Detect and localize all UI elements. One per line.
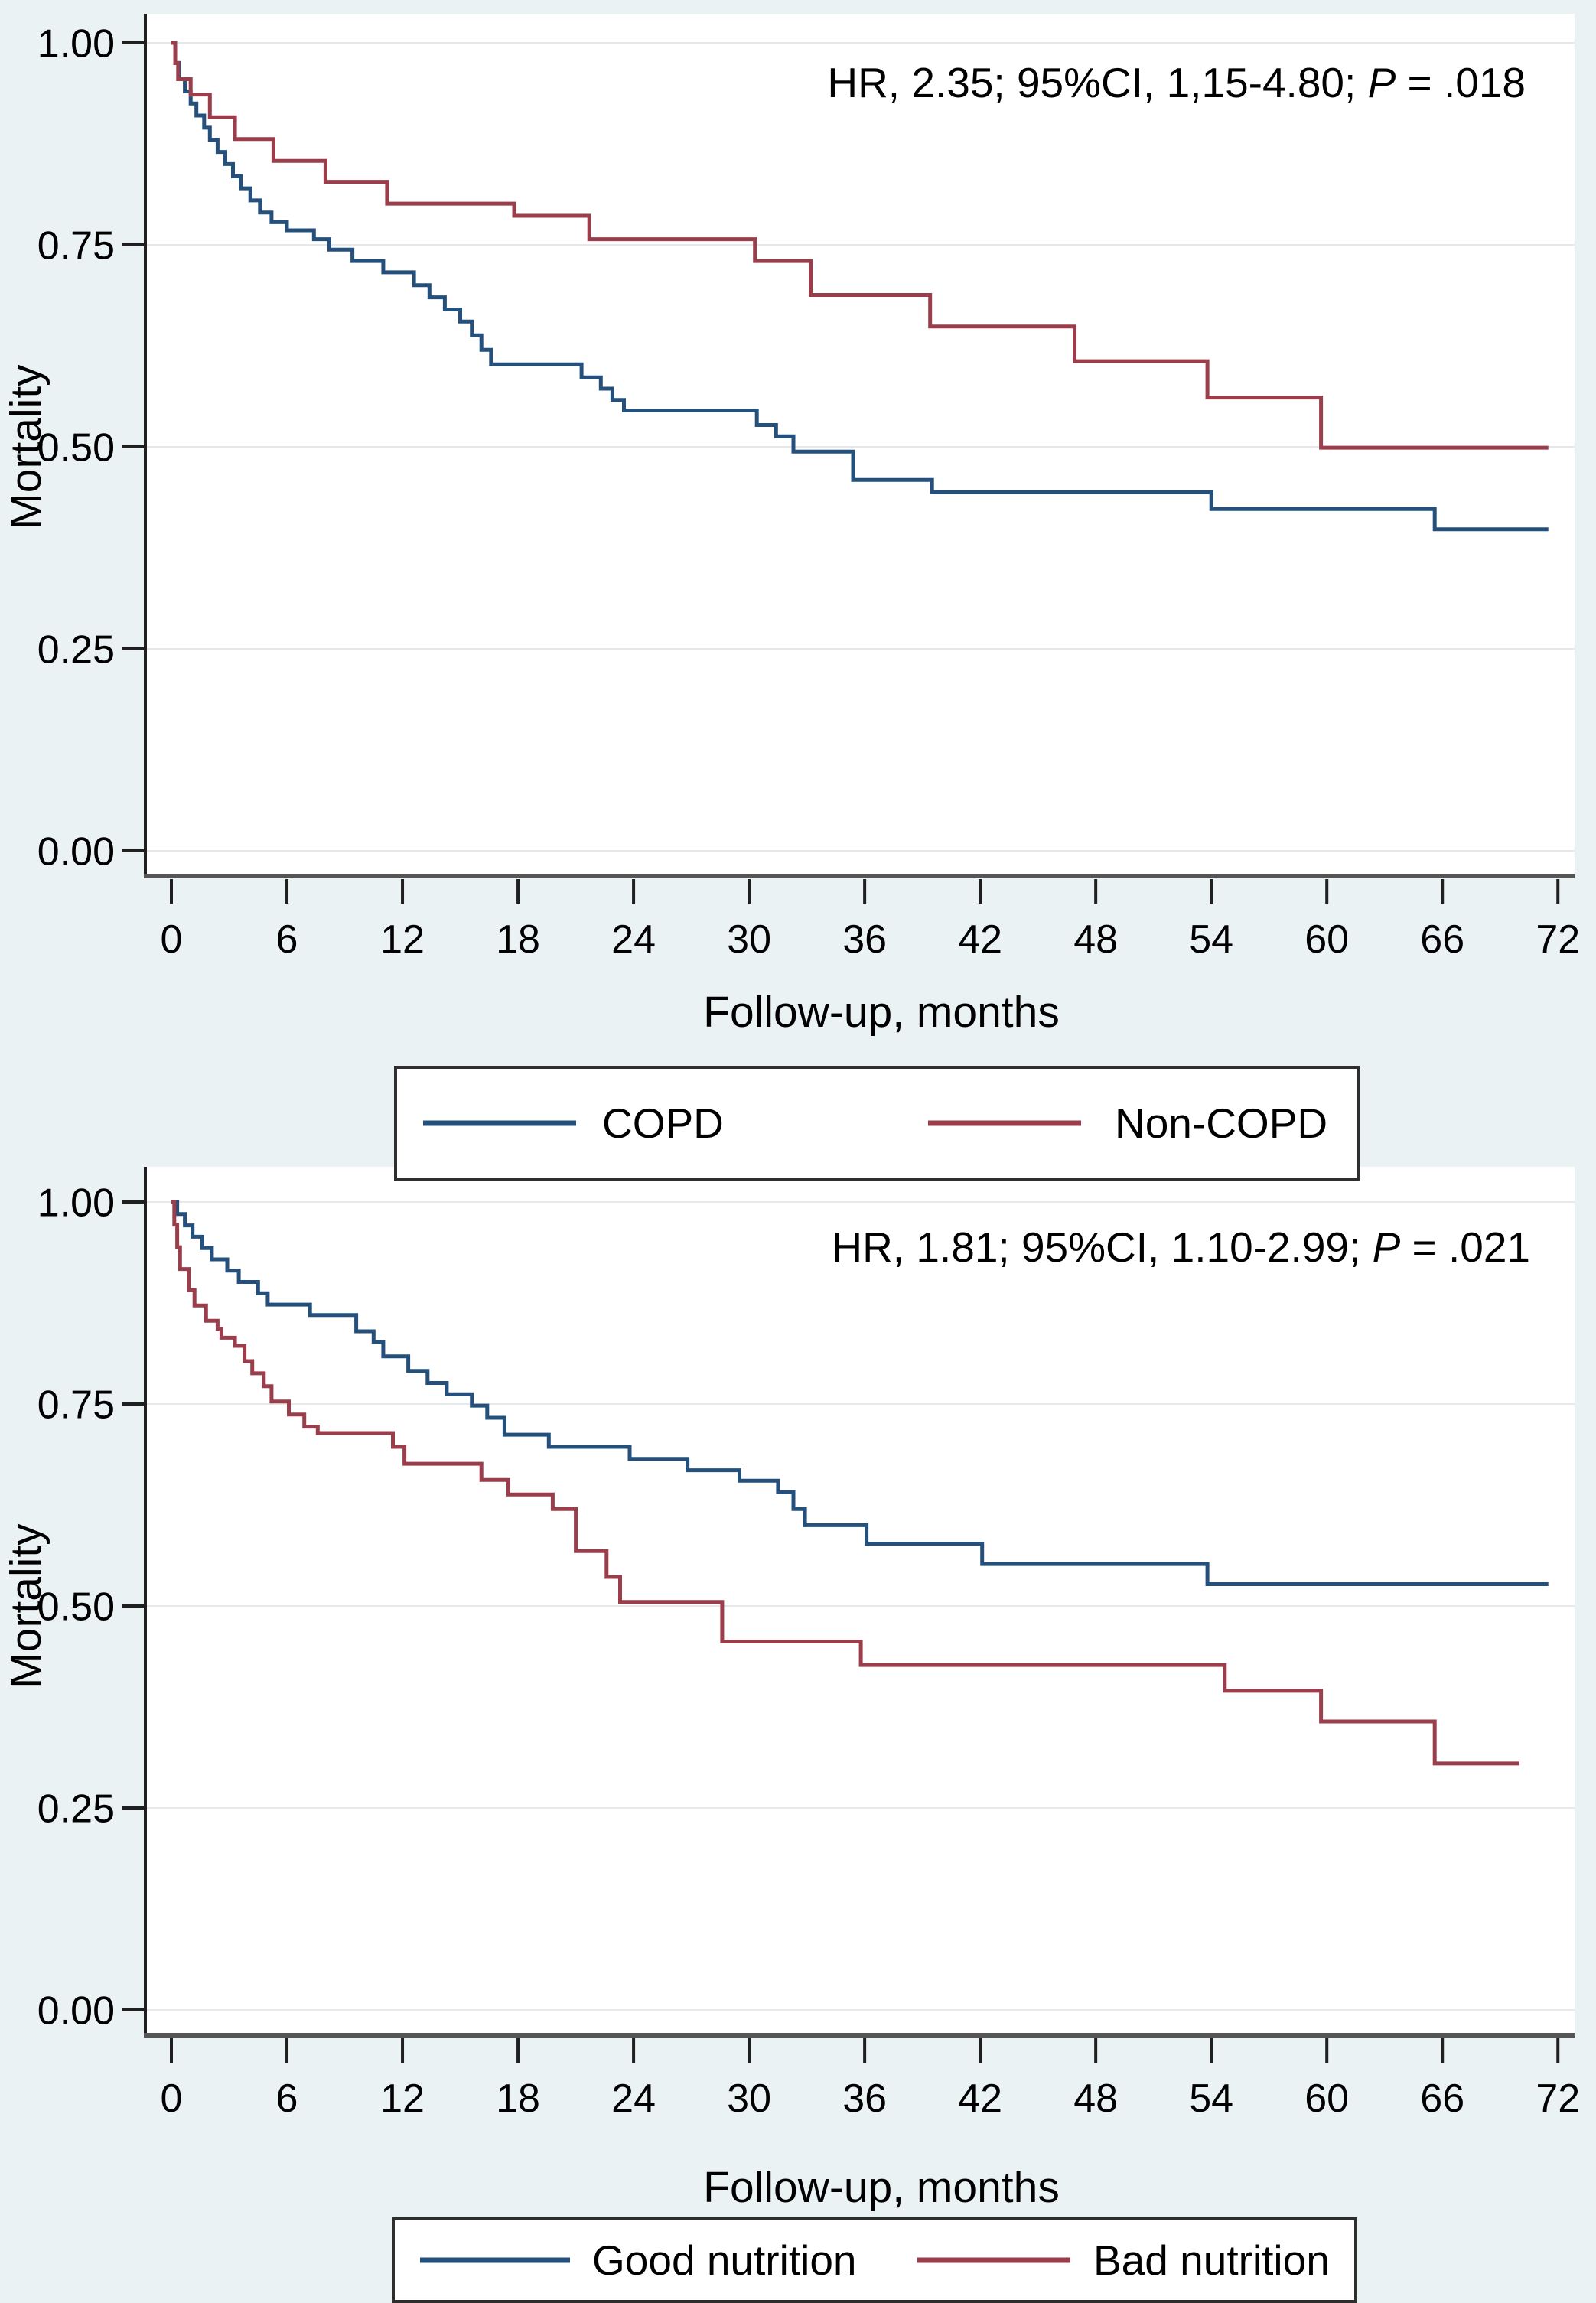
x-tick-label: 0 bbox=[161, 2077, 183, 2121]
y-tick-label: 0.50 bbox=[37, 1585, 115, 1630]
y-tick-label: 1.00 bbox=[37, 22, 115, 67]
hr-annotation-bottom-text: HR, 1.81; 95%CI, 1.10-2.99; bbox=[832, 1223, 1373, 1271]
copd-line-swatch bbox=[423, 1120, 576, 1126]
x-tick-label: 42 bbox=[958, 917, 1002, 962]
plot-area bbox=[145, 14, 1575, 876]
x-tick-label: 54 bbox=[1189, 917, 1233, 962]
x-tick-label: 12 bbox=[380, 917, 425, 962]
y-tick-label: 0.00 bbox=[37, 1989, 115, 2034]
x-tick-label: 54 bbox=[1189, 2077, 1233, 2121]
hr-annotation-top-text: HR, 2.35; 95%CI, 1,15-4.80; bbox=[827, 59, 1368, 106]
x-tick-label: 66 bbox=[1420, 2077, 1464, 2121]
km-curve-copd bbox=[171, 41, 1549, 532]
x-tick-label: 72 bbox=[1536, 917, 1580, 962]
p-symbol: P bbox=[1367, 59, 1396, 106]
km-curve-bad-nutrition bbox=[171, 1200, 1519, 1766]
legend-copd: COPD Non-COPD bbox=[394, 1066, 1360, 1181]
hr-annotation-top: HR, 2.35; 95%CI, 1,15-4.80; P = .018 bbox=[827, 58, 1526, 107]
km-curve-good-nutrition bbox=[171, 1200, 1549, 1586]
y-tick-label: 0.00 bbox=[37, 830, 115, 875]
y-tick-label: 0.50 bbox=[37, 426, 115, 471]
y-tick-label: 0.25 bbox=[37, 628, 115, 673]
x-tick-label: 24 bbox=[611, 2077, 656, 2121]
x-tick-label: 60 bbox=[1304, 2077, 1349, 2121]
x-tick-label: 48 bbox=[1073, 917, 1118, 962]
x-tick-label: 12 bbox=[380, 2077, 425, 2121]
legend-label-non-copd: Non-COPD bbox=[1115, 1099, 1328, 1147]
good-nutrition-line-swatch bbox=[420, 2257, 570, 2263]
x-axis-title-bottom: Follow-up, months bbox=[703, 2163, 1060, 2212]
y-tick-label: 0.75 bbox=[37, 224, 115, 269]
x-tick-label: 60 bbox=[1304, 917, 1349, 962]
x-tick-label: 30 bbox=[727, 2077, 771, 2121]
legend-label-copd: COPD bbox=[602, 1099, 724, 1147]
x-tick-label: 42 bbox=[958, 2077, 1002, 2121]
x-tick-label: 36 bbox=[842, 917, 887, 962]
hr-annotation-bottom: HR, 1.81; 95%CI, 1.10-2.99; P = .021 bbox=[832, 1223, 1530, 1272]
x-tick-label: 30 bbox=[727, 917, 771, 962]
y-axis-title-top: Mortality bbox=[2, 364, 50, 529]
y-axis-title-bottom: Mortality bbox=[2, 1523, 50, 1689]
x-axis-title-top: Follow-up, months bbox=[703, 988, 1060, 1037]
x-tick-label: 36 bbox=[842, 2077, 887, 2121]
non-copd-line-swatch bbox=[928, 1120, 1081, 1126]
x-tick-label: 6 bbox=[276, 2077, 298, 2121]
x-tick-label: 48 bbox=[1073, 2077, 1118, 2121]
x-tick-label: 66 bbox=[1420, 917, 1464, 962]
legend-label-bad-nutrition: Bad nutrition bbox=[1093, 2236, 1330, 2284]
x-tick-label: 18 bbox=[496, 2077, 540, 2121]
plot-area bbox=[145, 1167, 1575, 2035]
x-tick-label: 18 bbox=[496, 917, 540, 962]
x-tick-label: 72 bbox=[1536, 2077, 1580, 2121]
km-curve-non-copd bbox=[171, 41, 1549, 450]
p-symbol-bottom: P bbox=[1372, 1223, 1401, 1271]
p-value: = .018 bbox=[1396, 59, 1526, 106]
y-tick-label: 0.25 bbox=[37, 1787, 115, 1832]
y-tick-label: 0.75 bbox=[37, 1383, 115, 1428]
p-value-bottom: = .021 bbox=[1400, 1223, 1530, 1271]
x-tick-label: 0 bbox=[161, 917, 183, 962]
legend-label-good-nutrition: Good nutrition bbox=[592, 2236, 857, 2284]
legend-nutrition: Good nutrition Bad nutrition bbox=[392, 2217, 1357, 2303]
x-tick-label: 6 bbox=[276, 917, 298, 962]
y-tick-label: 1.00 bbox=[37, 1181, 115, 1226]
bad-nutrition-line-swatch bbox=[917, 2257, 1070, 2263]
x-tick-label: 24 bbox=[611, 917, 656, 962]
